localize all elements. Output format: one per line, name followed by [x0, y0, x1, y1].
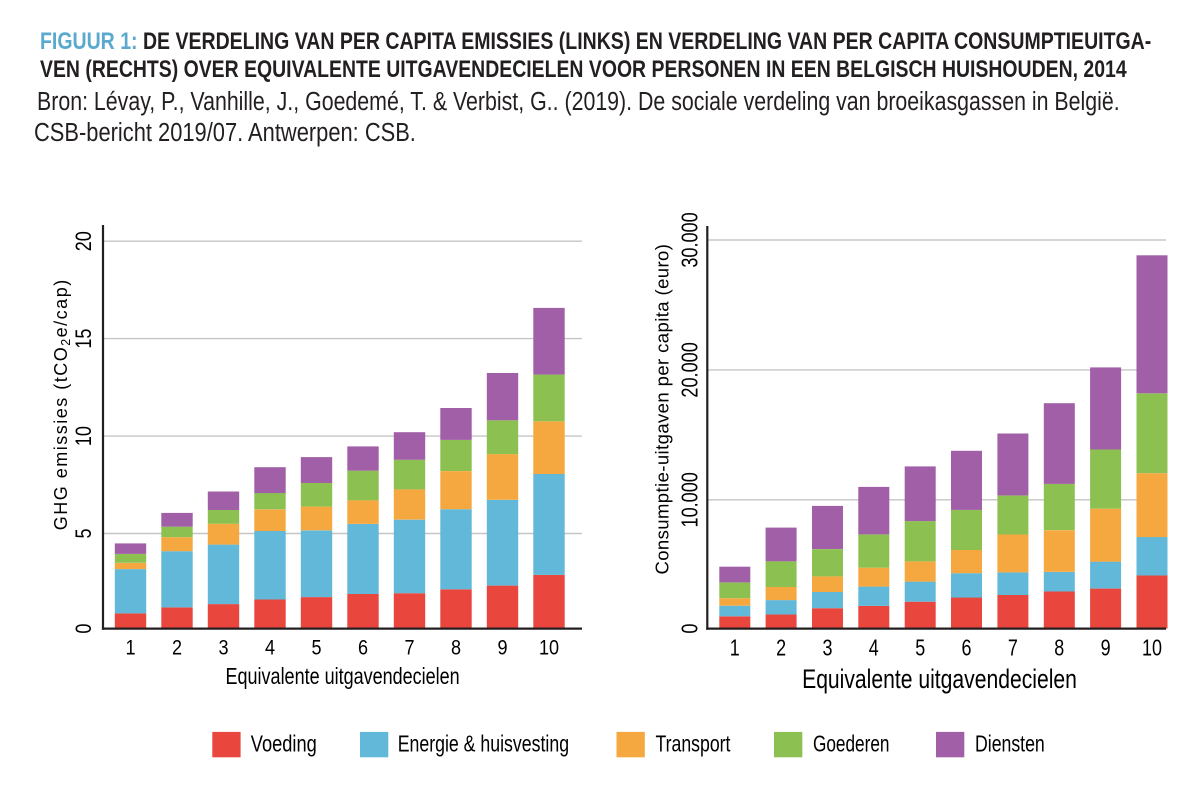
svg-text:5: 5 [311, 636, 321, 660]
svg-text:4: 4 [869, 636, 879, 662]
svg-text:9: 9 [497, 636, 507, 660]
svg-text:Equivalente uitgavendecielen: Equivalente uitgavendecielen [226, 664, 460, 690]
svg-text:7: 7 [1008, 636, 1018, 662]
svg-text:8: 8 [451, 636, 461, 660]
svg-text:Goederen: Goederen [813, 732, 889, 757]
svg-text:1: 1 [730, 636, 740, 662]
svg-text:8: 8 [1054, 636, 1064, 662]
svg-text:0: 0 [72, 624, 96, 634]
svg-text:7: 7 [404, 636, 414, 660]
svg-text:20: 20 [72, 231, 96, 251]
svg-text:6: 6 [358, 636, 368, 660]
svg-text:Voeding: Voeding [251, 731, 317, 756]
svg-text:2: 2 [172, 636, 182, 660]
svg-text:10.000: 10.000 [677, 472, 703, 527]
svg-text:5: 5 [915, 636, 925, 662]
svg-text:2: 2 [776, 636, 786, 662]
svg-text:5: 5 [72, 528, 96, 538]
svg-text:6: 6 [962, 636, 972, 662]
svg-text:Equivalente uitgavendecielen: Equivalente uitgavendecielen [802, 665, 1077, 695]
svg-text:1: 1 [125, 636, 135, 660]
svg-text:0: 0 [677, 624, 703, 634]
svg-text:30.000: 30.000 [677, 212, 703, 267]
svg-text:3: 3 [218, 636, 228, 660]
svg-text:GHG emissies (tCO2e/cap): GHG emissies (tCO2e/cap) [51, 278, 73, 530]
svg-text:Diensten: Diensten [975, 731, 1045, 757]
svg-text:10: 10 [72, 426, 96, 446]
svg-text:9: 9 [1101, 636, 1111, 662]
svg-text:Transport: Transport [656, 731, 731, 757]
svg-text:Energie & huisvesting: Energie & huisvesting [398, 731, 569, 757]
svg-text:10: 10 [1142, 636, 1162, 662]
svg-text:4: 4 [265, 636, 275, 660]
svg-text:20.000: 20.000 [677, 342, 703, 397]
svg-text:3: 3 [823, 636, 833, 662]
svg-text:10: 10 [539, 636, 559, 660]
svg-text:15: 15 [72, 329, 96, 349]
svg-text:Consumptie-uitgaven per capita: Consumptie-uitgaven per capita (euro) [652, 244, 673, 575]
